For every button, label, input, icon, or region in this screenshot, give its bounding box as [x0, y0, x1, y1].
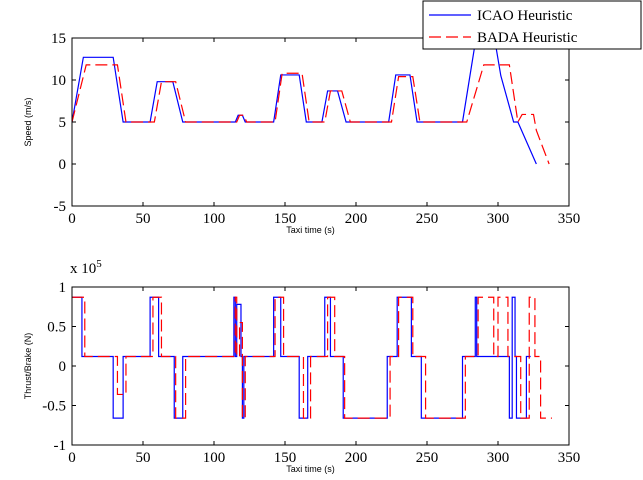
legend-box: [422, 0, 642, 50]
legend-label: BADA Heuristic: [477, 30, 578, 46]
x-tick-label: 50: [136, 450, 151, 466]
y-tick-label: 1: [59, 280, 67, 296]
x-tick-label: 100: [203, 211, 226, 227]
y-multiplier-label: x 105: [70, 258, 102, 277]
x-tick-label: 200: [345, 450, 368, 466]
y-tick-label: 5: [59, 115, 67, 131]
y-tick-label: 0: [59, 157, 67, 173]
y-tick-label: 10: [51, 73, 66, 89]
y-tick-label: 15: [51, 31, 66, 47]
legend-label: ICAO Heuristic: [477, 8, 573, 24]
legend: ICAO Heuristic BADA Heuristic: [422, 0, 642, 50]
x-tick-label: 150: [274, 450, 297, 466]
y-tick-label: -0.5: [42, 399, 66, 415]
x-tick-label: 250: [416, 211, 439, 227]
x-axis-label: Taxi time (s): [286, 225, 335, 235]
series-line-icao: [72, 296, 531, 419]
x-tick-label: 150: [274, 211, 297, 227]
y-axis-label: Thrust/Brake (N): [23, 333, 33, 400]
y-tick-label: -5: [54, 199, 67, 215]
x-tick-label: 0: [68, 450, 76, 466]
axes-box: [71, 286, 570, 446]
series-line-bada: [72, 296, 552, 419]
x-tick-label: 0: [68, 211, 76, 227]
y-tick-label: 0.5: [47, 320, 66, 336]
y-axis-label: Speed (m/s): [23, 97, 33, 146]
x-tick-label: 350: [558, 450, 581, 466]
x-tick-label: 50: [136, 211, 151, 227]
series-line-icao: [72, 38, 537, 165]
y-tick-label: 0: [59, 359, 67, 375]
x-axis-label: Taxi time (s): [286, 464, 335, 474]
x-tick-label: 200: [345, 211, 368, 227]
series-line-bada: [72, 64, 550, 165]
x-tick-label: 300: [487, 450, 510, 466]
y-tick-label: -1: [54, 438, 67, 454]
x-tick-label: 300: [487, 211, 510, 227]
x-tick-label: 350: [558, 211, 581, 227]
plot-2: 0 50 100 150 200 250 300 350 1 0.5 0 -0.5 -1 Taxi tim…: [23, 258, 580, 474]
x-tick-label: 100: [203, 450, 226, 466]
x-tick-label: 250: [416, 450, 439, 466]
